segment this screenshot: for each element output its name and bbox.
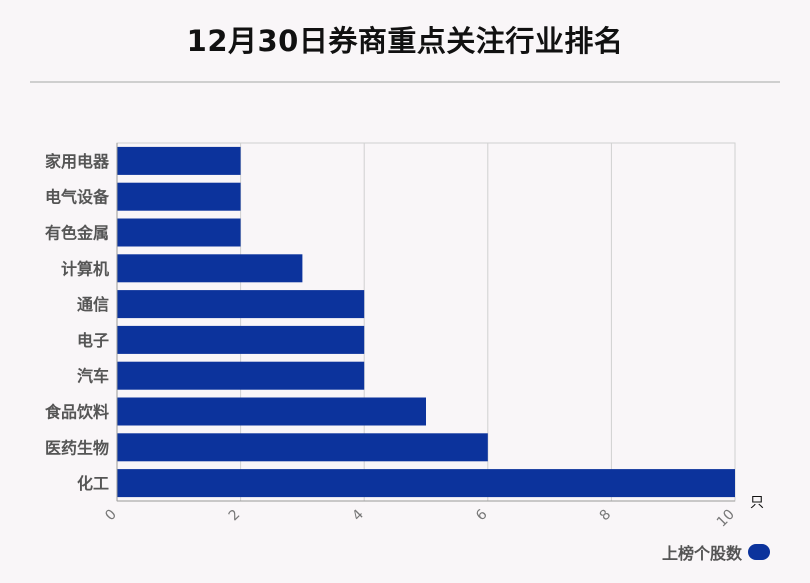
category-label: 医药生物 (45, 438, 109, 457)
bar-汽车 (117, 361, 365, 390)
bar-家用电器 (117, 146, 241, 175)
category-label: 家用电器 (45, 152, 110, 171)
category-label: 有色金属 (45, 224, 109, 243)
bar-食品饮料 (117, 397, 426, 426)
x-tick-label: 0 (102, 507, 120, 525)
category-label: 汽车 (77, 367, 109, 386)
x-tick-label: 6 (473, 506, 491, 524)
category-label: 电子 (77, 331, 109, 350)
bar-医药生物 (117, 433, 488, 462)
legend[interactable]: 上榜个股数 (662, 540, 770, 564)
x-tick-label: 8 (597, 507, 615, 525)
x-tick-label: 10 (714, 507, 738, 531)
chart-title: 12月30日券商重点关注行业排名 (186, 24, 624, 58)
category-label: 计算机 (61, 259, 109, 278)
x-tick-label: 4 (349, 506, 367, 524)
bar-电气设备 (117, 182, 241, 211)
title-divider (30, 81, 780, 83)
category-label: 通信 (77, 295, 109, 314)
bar-电子 (117, 325, 365, 354)
legend-swatch (748, 544, 770, 560)
category-label: 食品饮料 (44, 403, 109, 422)
x-tick-label: 2 (226, 507, 244, 525)
bar-计算机 (117, 254, 303, 283)
bar-化工 (117, 469, 735, 498)
x-unit-label: 只 (750, 495, 764, 511)
bar-有色金属 (117, 218, 241, 247)
bar-通信 (117, 290, 365, 319)
category-label: 化工 (77, 474, 109, 493)
category-label: 电气设备 (45, 188, 110, 207)
legend-label: 上榜个股数 (661, 544, 742, 563)
